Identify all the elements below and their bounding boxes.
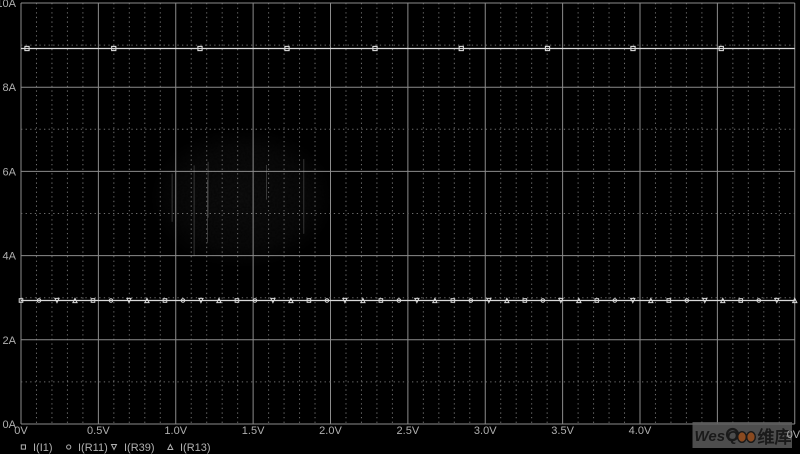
- svg-text:I(I1): I(I1): [33, 442, 53, 454]
- svg-text:3.0V: 3.0V: [474, 425, 497, 437]
- svg-text:Wes: Wes: [695, 428, 726, 445]
- svg-text:0V: 0V: [787, 429, 800, 441]
- svg-text:1.5V: 1.5V: [242, 425, 265, 437]
- svg-text:8A: 8A: [3, 82, 17, 94]
- svg-text:I(R13): I(R13): [180, 442, 211, 454]
- svg-text:1.0V: 1.0V: [164, 425, 187, 437]
- svg-text:2.0V: 2.0V: [319, 425, 342, 437]
- svg-text:0.5V: 0.5V: [87, 425, 110, 437]
- svg-text:3.5V: 3.5V: [551, 425, 574, 437]
- svg-text:10A: 10A: [0, 0, 17, 10]
- svg-text:6A: 6A: [3, 166, 17, 178]
- svg-text:Q: Q: [727, 428, 739, 445]
- svg-text:2.5V: 2.5V: [397, 425, 420, 437]
- svg-text:4.0V: 4.0V: [629, 425, 652, 437]
- svg-text:4A: 4A: [3, 251, 17, 263]
- svg-text:2A: 2A: [3, 335, 17, 347]
- svg-text:I(R11): I(R11): [78, 442, 108, 454]
- svg-text:0V: 0V: [14, 425, 28, 437]
- svg-text:I(R39): I(R39): [124, 442, 155, 454]
